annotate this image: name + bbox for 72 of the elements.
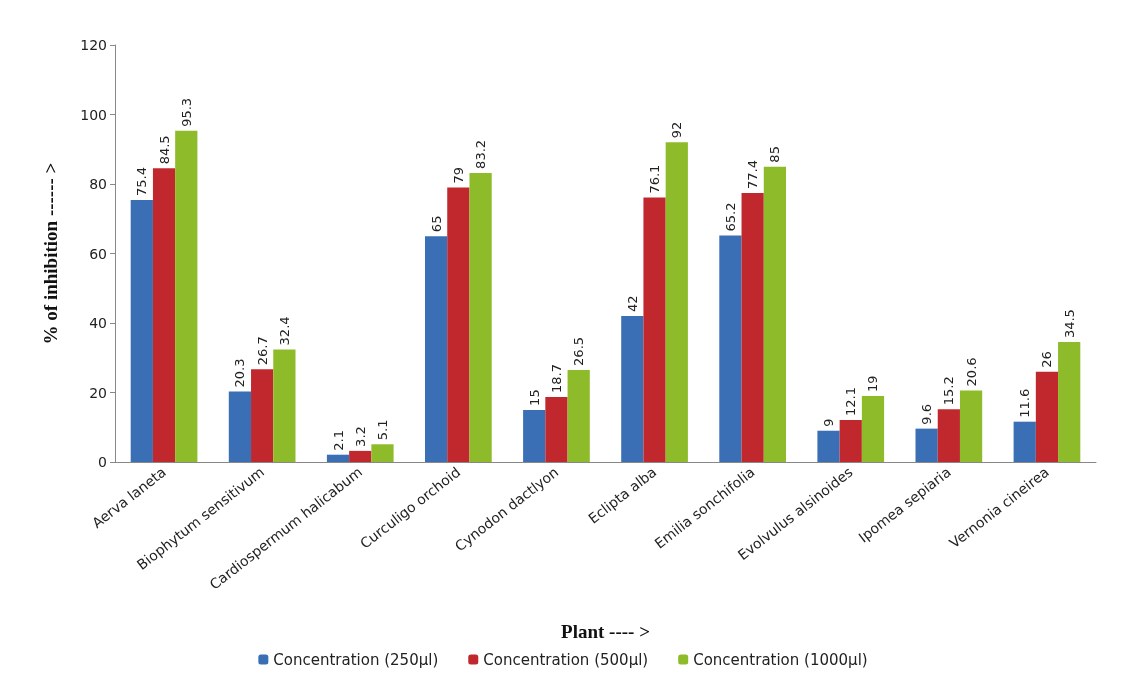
y-tick-label: 80: [89, 176, 107, 192]
data-label: 65: [428, 215, 444, 233]
bar: [1013, 421, 1036, 462]
bar: [937, 409, 960, 462]
y-tick-label: 120: [80, 37, 107, 53]
data-label: 12.1: [843, 387, 859, 416]
data-label: 32.4: [276, 316, 292, 346]
data-label: 75.4: [134, 167, 150, 196]
bar: [469, 172, 492, 462]
bar: [326, 454, 350, 462]
data-label: 76.1: [647, 164, 663, 194]
data-label: 85: [767, 146, 783, 163]
bar: [567, 369, 590, 462]
y-tick-label: 20: [89, 384, 107, 401]
data-label: 95.3: [178, 97, 194, 127]
data-label: 84.5: [156, 135, 172, 165]
data-label: 77.4: [745, 160, 761, 190]
legend-label: Concentration (1000µl): [693, 650, 868, 669]
data-label: 20.3: [232, 358, 248, 388]
x-axis-title: Plant ---- >: [561, 621, 650, 642]
bar: [273, 349, 296, 462]
bar: [1058, 342, 1081, 462]
data-label: 3.2: [352, 426, 368, 447]
data-label: 83.2: [473, 139, 489, 169]
bar: [523, 409, 546, 462]
data-label: 11.6: [1017, 388, 1033, 418]
bar: [251, 369, 274, 462]
legend-label: Concentration (500µl): [483, 650, 649, 669]
y-axis-title: % of inhibition ------ >: [40, 162, 61, 345]
bar: [741, 193, 764, 462]
data-label: 79: [450, 166, 466, 184]
bar: [447, 187, 470, 462]
data-label: 26.7: [254, 336, 270, 366]
bar: [665, 142, 688, 462]
bar: [1035, 371, 1059, 462]
bar: [152, 168, 176, 462]
y-tick-label: 40: [89, 315, 107, 331]
bar: [349, 450, 372, 462]
bar: [425, 236, 448, 462]
bar: [915, 428, 938, 462]
y-tick-label: 0: [98, 454, 107, 470]
data-label: 5.1: [374, 419, 390, 441]
legend-label: Concentration (250µl): [273, 650, 439, 669]
bar: [817, 430, 840, 462]
bar: [839, 419, 862, 462]
data-label: 15.2: [941, 376, 957, 406]
bar: [371, 444, 394, 462]
bar: [763, 166, 786, 462]
bar: [130, 199, 153, 462]
bar: [175, 130, 198, 462]
bar: [643, 197, 666, 462]
bar: [959, 390, 983, 462]
data-label: 9.6: [919, 403, 935, 425]
bar: [719, 235, 742, 462]
data-label: 19: [865, 375, 881, 392]
data-label: 26: [1039, 351, 1055, 368]
data-label: 2.1: [330, 430, 346, 451]
bar: [545, 397, 568, 462]
bar: [861, 395, 885, 462]
y-tick-label: 100: [80, 106, 107, 123]
data-label: 9: [821, 418, 837, 427]
data-label: 92: [669, 121, 685, 139]
data-label: 65.2: [722, 202, 738, 232]
y-tick-label: 60: [89, 245, 107, 262]
data-label: 42: [624, 295, 640, 313]
data-label: 20.6: [963, 357, 979, 387]
bar: [621, 316, 644, 462]
data-label: 15: [526, 389, 542, 406]
data-label: 26.5: [571, 336, 587, 366]
bar: [228, 391, 252, 462]
data-label: 18.7: [548, 364, 564, 394]
data-label: 34.5: [1061, 309, 1077, 339]
